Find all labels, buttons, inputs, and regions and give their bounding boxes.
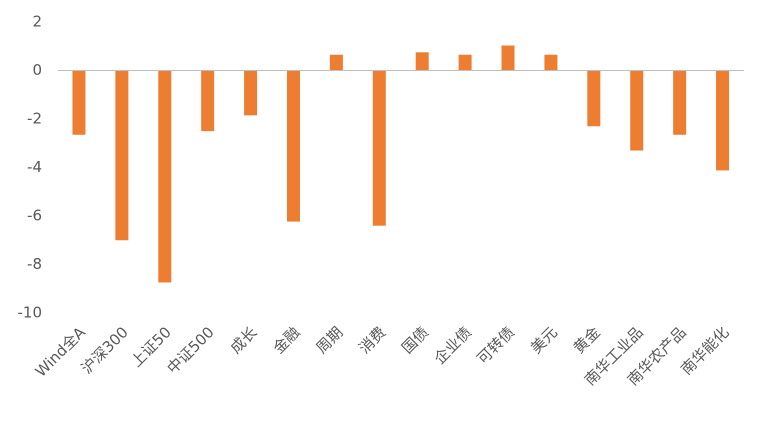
bar: [158, 70, 172, 283]
bar: [244, 70, 258, 116]
bar: [501, 45, 515, 71]
y-tick-label: -4: [27, 158, 42, 176]
x-tick-label: 消费: [355, 323, 389, 357]
bar: [673, 70, 687, 135]
x-tick-label: 国债: [398, 323, 432, 357]
y-tick-label: -6: [27, 207, 42, 225]
y-tick-label: 2: [32, 13, 42, 31]
bar: [372, 70, 386, 226]
x-tick-label: 周期: [312, 323, 346, 357]
bar: [458, 54, 472, 71]
bar: [201, 70, 215, 132]
x-tick-label: 企业债: [431, 323, 476, 368]
y-tick-label: 0: [32, 61, 42, 79]
bar: [115, 70, 129, 241]
y-tick-label: -8: [27, 255, 42, 273]
x-tick-label: 成长: [227, 323, 261, 357]
x-tick-label: 黄金: [570, 323, 604, 357]
bar: [544, 54, 558, 71]
bar: [329, 54, 343, 71]
x-tick-label: 金融: [270, 323, 304, 357]
x-tick-label: Wind全A: [32, 323, 90, 381]
x-tick-label: 美元: [527, 323, 561, 357]
y-tick-label: -10: [18, 304, 43, 322]
bar: [72, 70, 86, 135]
x-tick-label: 可转债: [473, 323, 518, 368]
x-tick-label: 沪深300: [78, 323, 132, 377]
bar: [587, 70, 601, 127]
bar: [415, 52, 429, 71]
bar: [716, 70, 730, 171]
y-tick-label: -2: [27, 110, 42, 128]
bar: [286, 70, 300, 222]
x-tick-label: 南华能化: [677, 323, 732, 378]
x-tick-label: 中证500: [163, 323, 217, 377]
bar: [630, 70, 644, 151]
